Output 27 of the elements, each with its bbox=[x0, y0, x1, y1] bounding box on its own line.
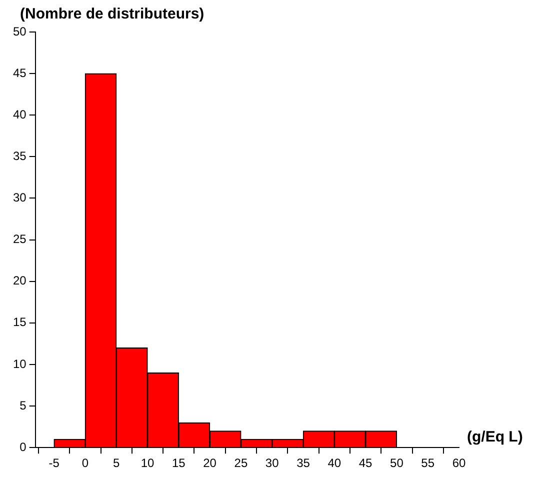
y-tick-label: 10 bbox=[12, 356, 27, 371]
y-tick-label: 35 bbox=[12, 148, 27, 163]
y-tick-label: 45 bbox=[12, 66, 27, 80]
y-tick-label: 50 bbox=[12, 24, 27, 38]
x-tick-label: 45 bbox=[358, 456, 373, 470]
y-axis-title: (Nombre de distributeurs) bbox=[20, 6, 204, 23]
y-tick-label: 0 bbox=[20, 440, 27, 454]
x-tick-label: 20 bbox=[203, 456, 217, 470]
x-tick-label: 10 bbox=[140, 456, 154, 470]
y-tick-label: 5 bbox=[20, 398, 27, 412]
y-tick-label: 25 bbox=[12, 232, 27, 246]
x-tick-label: 55 bbox=[421, 456, 435, 470]
x-tick-label: 40 bbox=[328, 456, 342, 470]
x-tick-label: -5 bbox=[48, 456, 60, 470]
y-tick-label: 30 bbox=[12, 190, 27, 205]
y-tick-label: 15 bbox=[12, 315, 27, 330]
x-tick-label: 30 bbox=[265, 456, 280, 470]
x-tick-label: 25 bbox=[234, 456, 248, 470]
x-tick-label: 5 bbox=[112, 456, 120, 470]
x-tick-label: 15 bbox=[172, 456, 186, 470]
y-tick-label: 20 bbox=[12, 274, 27, 288]
y-tick-label: 40 bbox=[12, 107, 27, 122]
x-tick-label: 60 bbox=[452, 456, 466, 470]
x-tick-label: 35 bbox=[296, 456, 310, 470]
x-tick-label: 0 bbox=[82, 456, 89, 470]
x-tick-label: 50 bbox=[390, 456, 404, 470]
x-axis-title: (g/Eq L) bbox=[467, 428, 523, 446]
